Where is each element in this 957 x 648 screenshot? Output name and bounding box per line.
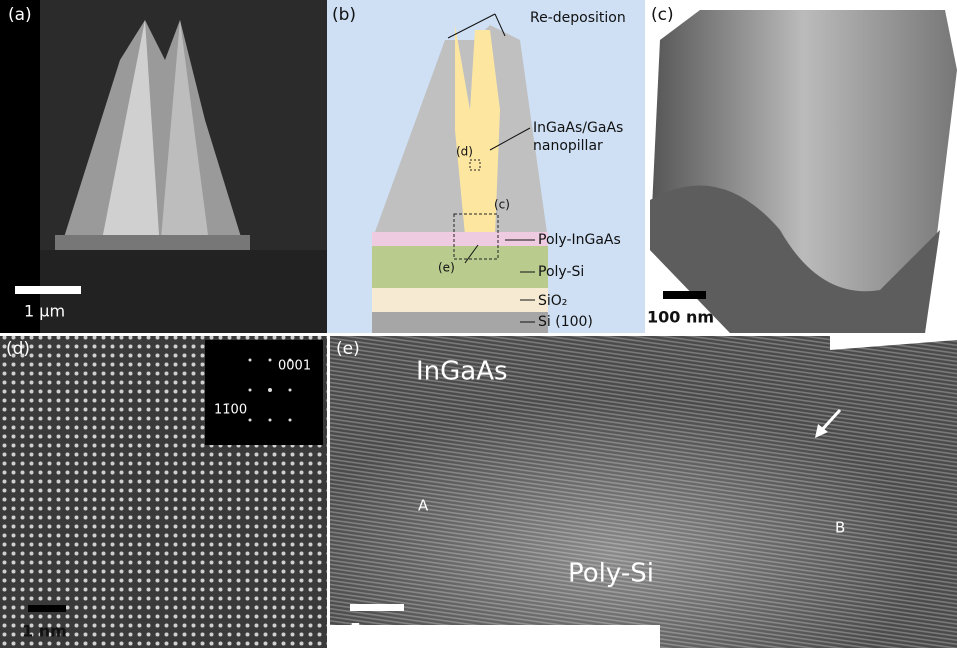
panel-d: (d) 0001 11̄00 1 nm [0, 336, 327, 648]
point-label: A [418, 497, 429, 515]
region-label: Poly-Si [568, 559, 654, 589]
figure: (a) 1 µm (b) Re-deposition InGaAs/GaAs n… [0, 0, 957, 648]
panel-b: (b) Re-deposition InGaAs/GaAs nanopillar… [327, 0, 645, 333]
panel-label: (a) [8, 5, 32, 25]
scale-label: 1 nm [22, 622, 67, 641]
scale-label: 5 nm [350, 620, 395, 639]
fft-index: 11̄00 [214, 403, 247, 418]
poly-ingaas-layer [372, 232, 548, 246]
panel-a: (a) 1 µm [0, 0, 327, 333]
panel-label: (b) [332, 5, 356, 25]
fft-index: 0001 [278, 359, 311, 374]
panel-label: (e) [336, 339, 360, 359]
image-edge [0, 0, 40, 333]
panel-e: (e) InGaAs Poly-Si A B 5 nm [330, 336, 957, 648]
annotation: Si (100) [538, 314, 593, 330]
scale-bar [28, 605, 66, 612]
poly-si-layer [372, 246, 548, 288]
panel-label: (c) [651, 5, 674, 25]
annotation: SiO₂ [538, 293, 567, 309]
marker: (e) [438, 261, 455, 275]
region-label: InGaAs [416, 357, 508, 387]
substrate [40, 250, 327, 333]
point-label: B [835, 519, 845, 537]
panel-label: (d) [6, 339, 30, 359]
annotation: Re-deposition [530, 10, 626, 26]
scale-label: 100 nm [647, 308, 714, 327]
annotation: nanopillar [533, 138, 603, 154]
scale-bar [350, 604, 404, 611]
fft-inset [205, 340, 323, 445]
marker: (d) [456, 145, 473, 159]
annotation: Poly-InGaAs [538, 232, 621, 248]
scale-label: 1 µm [24, 302, 65, 321]
scale-bar [663, 291, 706, 299]
panel-c: (c) 100 nm [647, 5, 957, 333]
marker: (c) [494, 198, 510, 212]
scale-bar [15, 286, 81, 294]
annotation: InGaAs/GaAs [533, 120, 623, 136]
base-layer [55, 235, 250, 250]
annotation: Poly-Si [538, 264, 584, 280]
